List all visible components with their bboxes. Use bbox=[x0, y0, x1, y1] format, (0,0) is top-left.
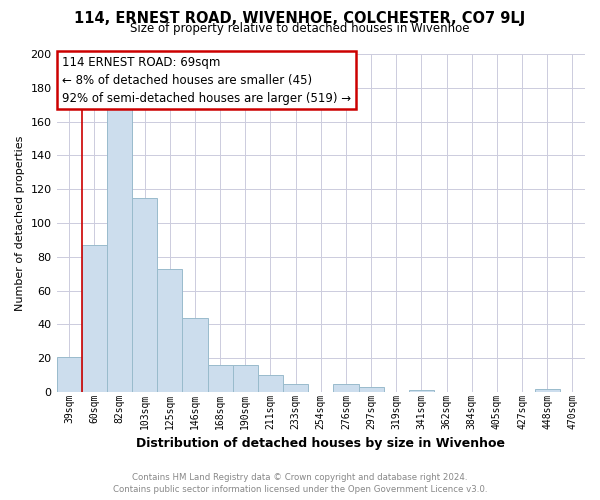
Bar bbox=[82, 245, 107, 392]
Bar bbox=[233, 365, 258, 392]
Bar bbox=[157, 268, 182, 392]
Bar bbox=[359, 387, 383, 392]
Bar bbox=[132, 198, 157, 392]
Bar bbox=[56, 356, 82, 392]
Bar bbox=[208, 365, 233, 392]
Bar bbox=[334, 384, 359, 392]
Bar bbox=[107, 108, 132, 392]
X-axis label: Distribution of detached houses by size in Wivenhoe: Distribution of detached houses by size … bbox=[136, 437, 505, 450]
Bar bbox=[283, 384, 308, 392]
Bar bbox=[258, 375, 283, 392]
Text: Contains HM Land Registry data © Crown copyright and database right 2024.
Contai: Contains HM Land Registry data © Crown c… bbox=[113, 472, 487, 494]
Bar bbox=[535, 388, 560, 392]
Text: Size of property relative to detached houses in Wivenhoe: Size of property relative to detached ho… bbox=[130, 22, 470, 35]
Bar bbox=[409, 390, 434, 392]
Bar bbox=[182, 318, 208, 392]
Text: 114 ERNEST ROAD: 69sqm
← 8% of detached houses are smaller (45)
92% of semi-deta: 114 ERNEST ROAD: 69sqm ← 8% of detached … bbox=[62, 56, 351, 104]
Text: 114, ERNEST ROAD, WIVENHOE, COLCHESTER, CO7 9LJ: 114, ERNEST ROAD, WIVENHOE, COLCHESTER, … bbox=[74, 11, 526, 26]
Y-axis label: Number of detached properties: Number of detached properties bbox=[15, 136, 25, 310]
